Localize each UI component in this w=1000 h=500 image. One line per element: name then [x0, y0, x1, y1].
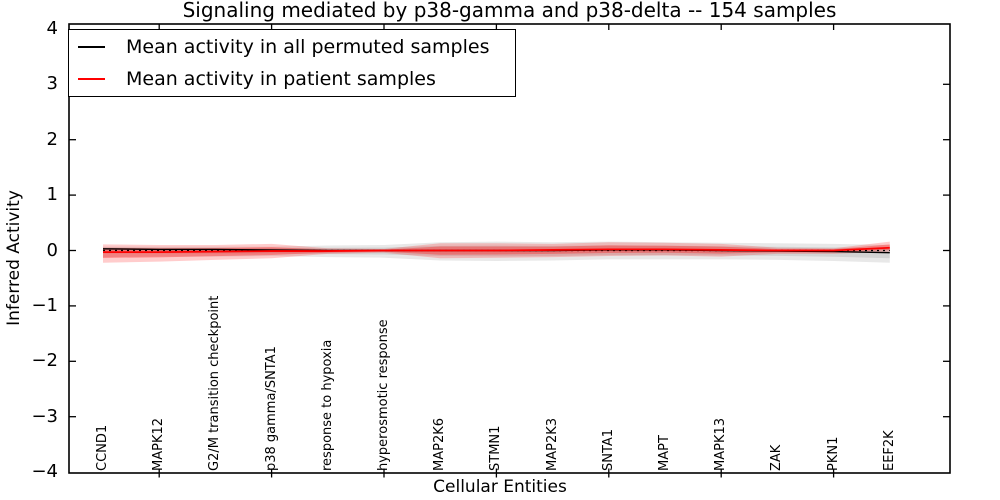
- x-category-label: PKN1: [825, 436, 841, 471]
- legend-entry-patient: Mean activity in patient samples: [69, 62, 515, 96]
- x-category-label: p38 gamma/SNTA1: [263, 346, 279, 471]
- permuted-band-inner: [103, 245, 890, 259]
- y-tick-label: −2: [31, 350, 58, 372]
- legend-label-patient: Mean activity in patient samples: [126, 68, 436, 90]
- x-category-label: STMN1: [488, 425, 504, 471]
- y-tick-label: 1: [46, 184, 58, 206]
- plot-frame: [68, 23, 951, 474]
- chart-title: Signaling mediated by p38-gamma and p38-…: [182, 0, 837, 22]
- y-tick-label: 3: [46, 73, 58, 95]
- y-tick-label: 0: [46, 239, 58, 261]
- y-tick-label: 4: [46, 17, 58, 39]
- y-tick-label: 2: [46, 128, 58, 150]
- y-tick-label: −4: [31, 461, 58, 483]
- y-tick-label: −1: [31, 294, 58, 316]
- x-category-label: MAPK13: [713, 417, 729, 471]
- legend-label-permuted: Mean activity in all permuted samples: [126, 36, 490, 58]
- patient-band-outer: [103, 241, 890, 263]
- x-category-label: MAPK12: [151, 417, 167, 471]
- permuted-band-outer: [103, 241, 890, 263]
- legend-line-permuted-icon: [78, 46, 105, 48]
- patient-mean-line: [103, 246, 890, 254]
- legend-line-patient-icon: [78, 78, 105, 80]
- legend: Mean activity in all permuted samples Me…: [68, 29, 516, 97]
- x-category-label: MAP2K3: [544, 417, 560, 471]
- x-category-label: response to hypoxia: [319, 339, 335, 471]
- y-tick-label: −3: [31, 405, 58, 427]
- x-category-label: CCND1: [95, 424, 110, 471]
- x-category-label: SNTA1: [600, 428, 616, 471]
- x-category-label: MAP2K6: [432, 417, 448, 471]
- x-category-label: hyperosmotic response: [376, 319, 391, 471]
- x-category-label: MAPT: [657, 435, 672, 471]
- x-axis-label: Cellular Entities: [433, 477, 567, 497]
- legend-entry-permuted: Mean activity in all permuted samples: [69, 30, 515, 64]
- x-category-label: ZAK: [769, 444, 785, 471]
- x-category-label: EEF2K: [881, 430, 897, 471]
- x-category-label: G2/M transition checkpoint: [207, 295, 223, 471]
